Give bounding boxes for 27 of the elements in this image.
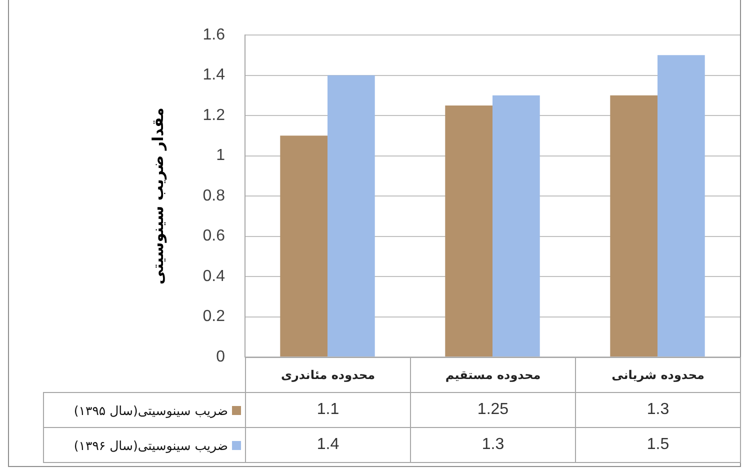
data-label: 1.3 [482, 436, 504, 454]
y-tick-label: 0.2 [202, 308, 226, 326]
y-tick-label: 1.4 [202, 66, 226, 84]
x-tick-label: محدوده مئاندری [280, 368, 376, 382]
data-label: 1.4 [316, 436, 340, 454]
y-tick-label: 0.4 [202, 268, 226, 285]
bar [328, 75, 375, 356]
bar [610, 95, 658, 356]
y-tick-label: 0 [216, 348, 226, 366]
y-tick-label: 1.6 [202, 26, 226, 44]
x-tick-label: محدوده مستقیم [445, 368, 541, 382]
y-tick-label: 0.8 [202, 187, 226, 204]
y-tick-label: 1 [216, 147, 226, 164]
data-label: 1.5 [646, 436, 670, 454]
legend-label: ضریب سینوسیتی(سال ۱۳۹۶) [74, 438, 228, 452]
data-label: 1.25 [477, 401, 509, 419]
y-tick-label: 1.2 [202, 106, 226, 124]
bar [445, 105, 492, 356]
bar [280, 136, 328, 356]
bar [492, 95, 540, 356]
y-tick-label: 0.6 [202, 228, 226, 245]
x-tick-label: محدوده شریانی [612, 368, 704, 382]
y-axis-title: مقدار ضریب سینوسیتی [148, 108, 167, 284]
data-label: 1.1 [316, 401, 340, 419]
legend-label: ضریب سینوسیتی(سال ۱۳۹۵) [74, 402, 228, 418]
bar [658, 55, 705, 356]
data-label: 1.3 [646, 401, 670, 419]
